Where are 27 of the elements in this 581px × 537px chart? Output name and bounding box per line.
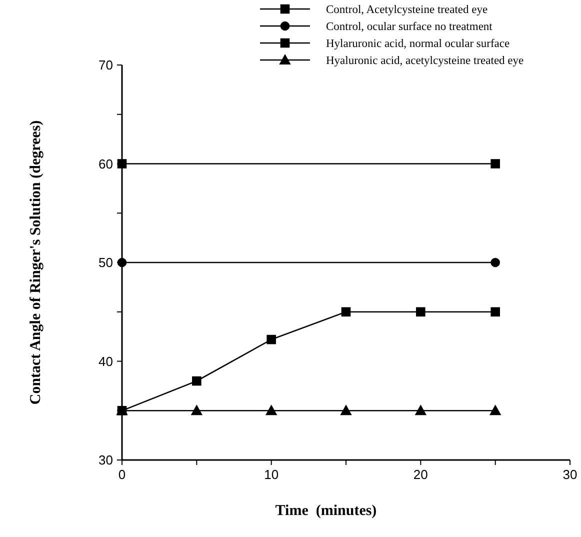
legend-label: Control, ocular surface no treatment	[326, 21, 494, 33]
point	[340, 405, 352, 416]
point	[490, 307, 500, 317]
x-tick-label: 30	[562, 467, 578, 482]
y-tick-label: 30	[98, 452, 113, 468]
point	[416, 307, 426, 317]
point	[266, 405, 277, 416]
y-tick-label: 70	[98, 58, 113, 72]
point	[490, 405, 501, 416]
point	[341, 307, 351, 317]
point	[490, 258, 500, 268]
x-tick-label: 20	[413, 467, 428, 482]
x-tick-label: 10	[264, 467, 279, 482]
y-tick-label: 40	[98, 354, 113, 369]
point	[490, 159, 500, 168]
x-axis-title: Time (minutes)	[275, 503, 377, 519]
point	[191, 405, 202, 416]
y-tick-label: 50	[98, 255, 113, 270]
legend-label: Hyaluronic acid, acetylcysteine treated eye	[326, 55, 524, 67]
y-axis-title: Contact Angle of Ringer's Solution (degrees)	[28, 120, 44, 405]
legend-label: Hylaruronic acid, normal ocular surface	[326, 38, 510, 50]
x-tick-label: 0	[118, 467, 126, 482]
point	[415, 405, 426, 416]
y-tick-label: 60	[98, 156, 113, 172]
point	[266, 334, 276, 344]
point	[192, 376, 202, 386]
legend-label: Control, Acetylcysteine treated eye	[326, 4, 488, 16]
